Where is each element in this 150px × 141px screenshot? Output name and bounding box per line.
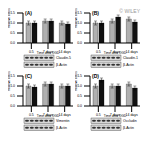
html-text:(D): (D) <box>92 73 99 79</box>
svg-text:0.5: 0.5 <box>29 113 34 117</box>
svg-text:β-Actin: β-Actin <box>56 126 67 130</box>
html-text:(C): (C) <box>25 73 32 79</box>
svg-text:1.5: 1.5 <box>10 74 15 79</box>
svg-text:Claudin-5: Claudin-5 <box>56 56 71 60</box>
svg-text:Time after OGD: Time after OGD <box>37 51 60 54</box>
svg-text:14 days: 14 days <box>59 113 72 117</box>
svg-text:0.5: 0.5 <box>77 94 82 98</box>
svg-text:1.0: 1.0 <box>77 21 82 26</box>
svg-text:0.5: 0.5 <box>96 50 101 54</box>
svg-text:0.0: 0.0 <box>77 41 82 45</box>
html-text:(A): (A) <box>25 10 32 16</box>
svg-text:Relative intensity: Relative intensity <box>8 71 11 91</box>
svg-text:14 days: 14 days <box>126 50 139 54</box>
html-text:(B): (B) <box>92 10 99 16</box>
svg-text:0.0: 0.0 <box>10 41 15 45</box>
svg-text:0.5: 0.5 <box>29 50 34 54</box>
svg-text:Time after OGD: Time after OGD <box>104 51 127 54</box>
svg-text:0.5: 0.5 <box>77 31 82 35</box>
svg-text:0.5: 0.5 <box>96 113 101 117</box>
svg-text:1.5: 1.5 <box>10 11 15 16</box>
svg-text:14 days: 14 days <box>126 113 139 117</box>
svg-text:Relative intensity: Relative intensity <box>75 71 78 91</box>
svg-text:0.5: 0.5 <box>10 31 15 35</box>
svg-text:14 days: 14 days <box>59 50 72 54</box>
svg-text:Relative intensity: Relative intensity <box>8 8 11 28</box>
svg-text:1.0: 1.0 <box>77 84 82 89</box>
svg-text:1.0: 1.0 <box>10 21 15 26</box>
svg-text:1.5: 1.5 <box>77 74 82 79</box>
svg-text:Time after OGD: Time after OGD <box>104 114 127 117</box>
svg-text:Occludin: Occludin <box>123 119 137 123</box>
svg-text:Time after OGD: Time after OGD <box>37 114 60 117</box>
html-text:© WILEY: © WILEY <box>119 8 140 14</box>
svg-text:1.5: 1.5 <box>77 11 82 16</box>
svg-text:0.0: 0.0 <box>77 104 82 108</box>
svg-text:Relative intensity: Relative intensity <box>75 8 78 28</box>
svg-text:0.5: 0.5 <box>10 94 15 98</box>
svg-text:β-Actin: β-Actin <box>123 63 134 67</box>
svg-text:β-Actin: β-Actin <box>56 63 67 67</box>
svg-text:0.0: 0.0 <box>10 104 15 108</box>
svg-text:Claudin-1: Claudin-1 <box>123 56 138 60</box>
svg-text:1.0: 1.0 <box>10 84 15 89</box>
svg-text:β-Actin: β-Actin <box>123 126 134 130</box>
svg-text:Vimentin: Vimentin <box>56 119 70 123</box>
